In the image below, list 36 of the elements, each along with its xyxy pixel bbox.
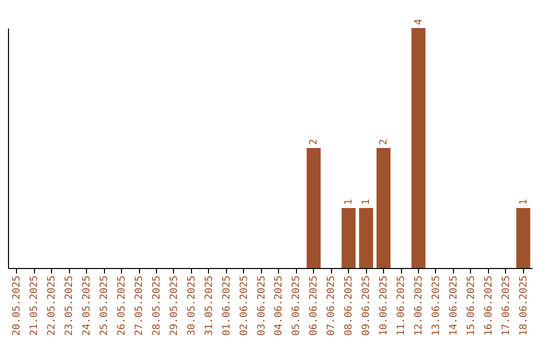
x-tick-label: 25.05.2025 bbox=[99, 276, 110, 336]
x-tick-label: 07.06.2025 bbox=[326, 276, 338, 336]
x-tick-label: 01.06.2025 bbox=[221, 276, 232, 336]
x-tick-label: 23.05.2025 bbox=[64, 276, 76, 336]
data-label: 1 bbox=[361, 198, 372, 205]
x-tick-label: 24.05.2025 bbox=[82, 276, 93, 336]
x-tick-label: 13.06.2025 bbox=[430, 276, 442, 336]
x-tick-label: 11.06.2025 bbox=[396, 276, 407, 336]
x-tick-label: 17.06.2025 bbox=[500, 276, 512, 336]
x-tick-label: 20.05.2025 bbox=[12, 276, 23, 336]
x-tick-label: 15.06.2025 bbox=[466, 276, 477, 336]
x-tick-label: 30.05.2025 bbox=[186, 276, 198, 336]
x-tick-label: 08.06.2025 bbox=[344, 276, 355, 336]
x-tick-label: 26.05.2025 bbox=[116, 276, 128, 336]
x-tick-label: 12.06.2025 bbox=[413, 276, 424, 336]
x-tick-label: 02.06.2025 bbox=[238, 276, 250, 336]
x-tick-label: 03.06.2025 bbox=[256, 276, 268, 336]
data-label: 2 bbox=[378, 138, 390, 145]
data-label: 2 bbox=[308, 138, 320, 145]
x-tick-label: 22.05.2025 bbox=[46, 276, 58, 336]
x-tick-label: 05.06.2025 bbox=[291, 276, 302, 336]
x-tick-label: 28.05.2025 bbox=[151, 276, 162, 336]
data-label: 1 bbox=[344, 198, 355, 205]
data-label: 4 bbox=[413, 18, 424, 25]
x-tick-label: 10.06.2025 bbox=[378, 276, 390, 336]
x-tick-label: 16.06.2025 bbox=[483, 276, 494, 336]
x-tick-label: 04.06.2025 bbox=[274, 276, 285, 336]
x-tick-label: 06.06.2025 bbox=[308, 276, 320, 336]
x-tick-label: 18.06.2025 bbox=[518, 276, 530, 336]
x-tick-label: 27.05.2025 bbox=[134, 276, 145, 336]
x-tick-label: 29.05.2025 bbox=[168, 276, 180, 336]
x-tick-label: 09.06.2025 bbox=[361, 276, 372, 336]
x-tick-label: 14.06.2025 bbox=[448, 276, 460, 336]
x-tick-label: 31.05.2025 bbox=[204, 276, 215, 336]
x-tick-label: 21.05.2025 bbox=[29, 276, 40, 336]
data-label: 1 bbox=[518, 198, 530, 205]
